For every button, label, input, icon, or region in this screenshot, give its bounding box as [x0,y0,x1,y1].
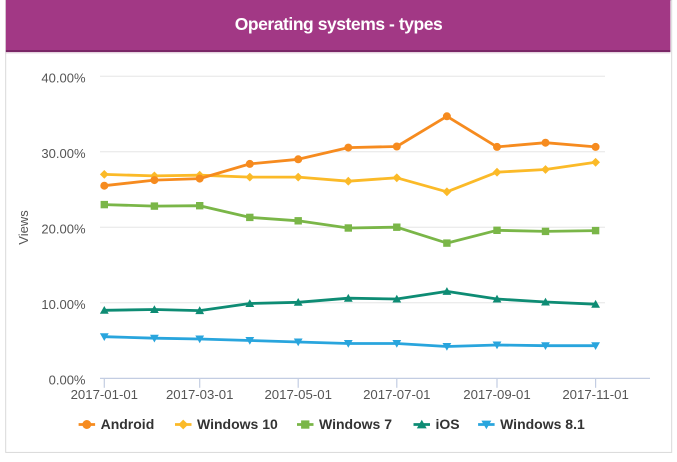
svg-text:2017-11-01: 2017-11-01 [562,387,628,402]
svg-text:2017-03-01: 2017-03-01 [166,387,233,402]
svg-text:Views: Views [16,210,31,245]
svg-text:Operating systems - types: Operating systems - types [235,14,443,34]
svg-text:Windows 10: Windows 10 [197,416,278,432]
svg-text:10.00%: 10.00% [41,297,86,312]
svg-text:0.00%: 0.00% [49,373,86,388]
svg-text:2017-09-01: 2017-09-01 [463,387,530,402]
svg-text:30.00%: 30.00% [41,146,86,161]
svg-text:Android: Android [101,416,155,432]
svg-text:20.00%: 20.00% [41,222,86,237]
svg-text:40.00%: 40.00% [41,71,86,86]
svg-text:Windows 7: Windows 7 [319,416,392,432]
svg-text:2017-01-01: 2017-01-01 [71,387,138,402]
svg-text:2017-05-01: 2017-05-01 [264,387,331,402]
svg-text:iOS: iOS [436,416,460,432]
svg-text:Windows 8.1: Windows 8.1 [500,416,585,432]
svg-text:2017-07-01: 2017-07-01 [363,387,430,402]
